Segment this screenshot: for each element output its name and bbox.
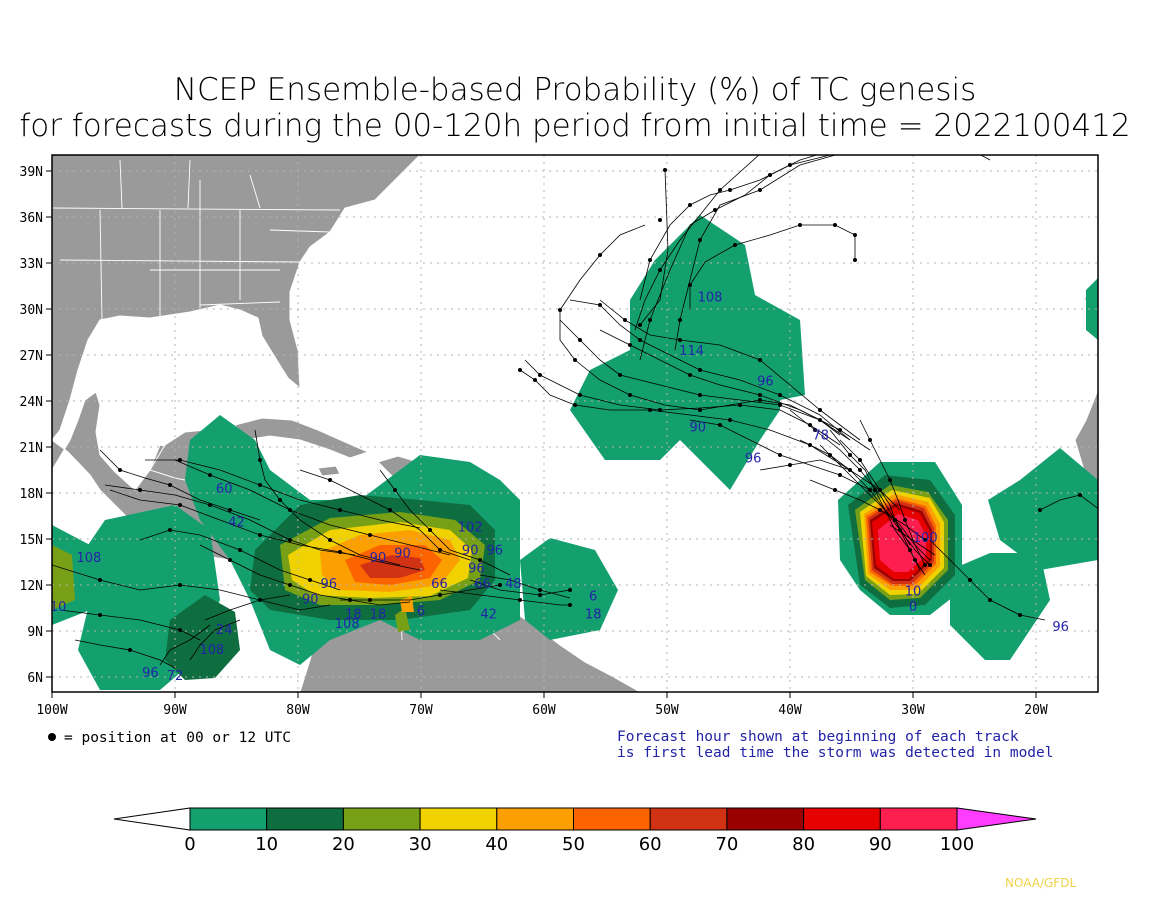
track-hour-label: 18	[585, 608, 602, 623]
track-hour-label: 114	[679, 344, 704, 359]
track-hour-label: 42	[228, 516, 245, 531]
lat-label-21n: 21N	[20, 441, 43, 456]
track-hour-label: 90	[302, 592, 319, 607]
track-hour-label: 18	[370, 608, 387, 623]
track-hour-label: 72	[167, 669, 184, 684]
track-hour-label: 66	[474, 577, 491, 592]
colorbar-label: 0	[184, 834, 195, 855]
latitude-labels: 39N 36N 33N 30N 27N 24N 21N 18N 15N 12N …	[20, 165, 43, 686]
colorbar-label: 80	[792, 834, 815, 855]
colorbar-segment	[496, 807, 574, 831]
colorbar-segment	[342, 807, 421, 831]
lat-label-36n: 36N	[20, 211, 43, 226]
track-hour-label: 24	[216, 623, 233, 638]
lon-label-90w: 90W	[163, 703, 187, 718]
lon-label-60w: 60W	[532, 703, 556, 718]
dot-legend-text: = position at 00 or 12 UTC	[64, 730, 291, 746]
longitude-labels: 100W 90W 80W 70W 60W 50W 40W 30W 20W	[36, 703, 1048, 718]
colorbar-label: 50	[562, 834, 585, 855]
colorbar-segment	[649, 807, 728, 831]
colorbar-label: 10	[255, 834, 278, 855]
forecast-note-line-2: is first lead time the storm was detecte…	[617, 745, 1054, 761]
colorbar-label: 100	[940, 834, 974, 855]
track-hour-label: 60	[216, 482, 233, 497]
track-hour-label: 78	[812, 428, 829, 443]
track-hour-label: 100	[913, 531, 938, 546]
track-hour-label: 96	[1052, 620, 1069, 635]
lat-label-6n: 6N	[27, 671, 43, 686]
track-hour-label: 0	[909, 600, 917, 615]
track-hour-label: 96	[757, 375, 774, 390]
forecast-note-line-1: Forecast hour shown at beginning of each…	[617, 729, 1019, 745]
track-hour-label: 18	[345, 608, 362, 623]
track-hour-label: 10	[50, 600, 67, 615]
lat-label-18n: 18N	[20, 487, 43, 502]
track-hour-label: 108	[335, 617, 360, 632]
lat-label-27n: 27N	[20, 349, 43, 364]
track-hour-label: 48	[505, 577, 522, 592]
title-line-1: NCEP Ensemble-based Probability (%) of T…	[173, 72, 977, 108]
track-hour-label: 96	[142, 666, 159, 681]
title-line-2: for forecasts during the 00-120h period …	[19, 108, 1131, 144]
track-hour-label: 90	[394, 546, 411, 561]
colorbar: 0 10 20 30 40 50 60 70 80 90 100	[113, 807, 1037, 855]
colorbar-left-arrow	[113, 807, 191, 831]
lon-label-50w: 50W	[655, 703, 679, 718]
track-hour-label: 90	[370, 551, 387, 566]
track-hour-label: 96	[320, 577, 337, 592]
track-hour-label: 108	[76, 551, 101, 566]
lon-label-100w: 100W	[36, 703, 67, 718]
lat-label-30n: 30N	[20, 303, 43, 318]
lat-label-24n: 24N	[20, 395, 43, 410]
colorbar-right-arrow	[956, 807, 1037, 831]
colorbar-label: 40	[485, 834, 508, 855]
track-hour-label: 102	[458, 520, 483, 535]
lat-label-15n: 15N	[20, 533, 43, 548]
lat-label-12n: 12N	[20, 579, 43, 594]
lon-label-80w: 80W	[286, 703, 310, 718]
track-hour-label: 6	[589, 589, 597, 604]
colorbar-segment	[879, 807, 958, 831]
lat-label-33n: 33N	[20, 257, 43, 272]
axis-ticks	[46, 170, 1037, 698]
colorbar-label: 90	[869, 834, 892, 855]
track-hour-label: 96	[745, 451, 762, 466]
probability-shading	[52, 215, 1098, 690]
colorbar-label: 70	[715, 834, 738, 855]
colorbar-segment	[266, 807, 344, 831]
track-hour-label: 96	[487, 543, 504, 558]
lon-label-40w: 40W	[778, 703, 802, 718]
map-frame	[51, 154, 1099, 693]
track-hour-label: 42	[480, 608, 497, 623]
lat-label-39n: 39N	[20, 165, 43, 180]
track-hour-label: 108	[698, 290, 723, 305]
colorbar-segment	[726, 807, 805, 831]
colorbar-label: 30	[409, 834, 432, 855]
credit-label: NOAA/GFDL	[1005, 876, 1076, 890]
track-hour-label: 90	[462, 543, 479, 558]
colorbar-segment	[189, 807, 268, 831]
track-hour-label: 96	[468, 562, 485, 577]
lon-label-20w: 20W	[1024, 703, 1048, 718]
colorbar-label: 20	[332, 834, 355, 855]
track-dots	[98, 163, 1082, 652]
colorbar-label: 60	[639, 834, 662, 855]
track-hour-label: 6	[417, 605, 425, 620]
colorbar-segment	[419, 807, 498, 831]
track-hour-label: 90	[689, 421, 706, 436]
track-hour-label: 108	[199, 643, 224, 658]
colorbar-segment	[803, 807, 881, 831]
track-dot-legend-icon	[48, 733, 56, 741]
lon-label-70w: 70W	[409, 703, 433, 718]
lon-label-30w: 30W	[901, 703, 925, 718]
track-hour-label: 66	[431, 577, 448, 592]
track-hour-label: 10	[905, 585, 922, 600]
lat-label-9n: 9N	[27, 625, 43, 640]
colorbar-segment	[573, 807, 651, 831]
